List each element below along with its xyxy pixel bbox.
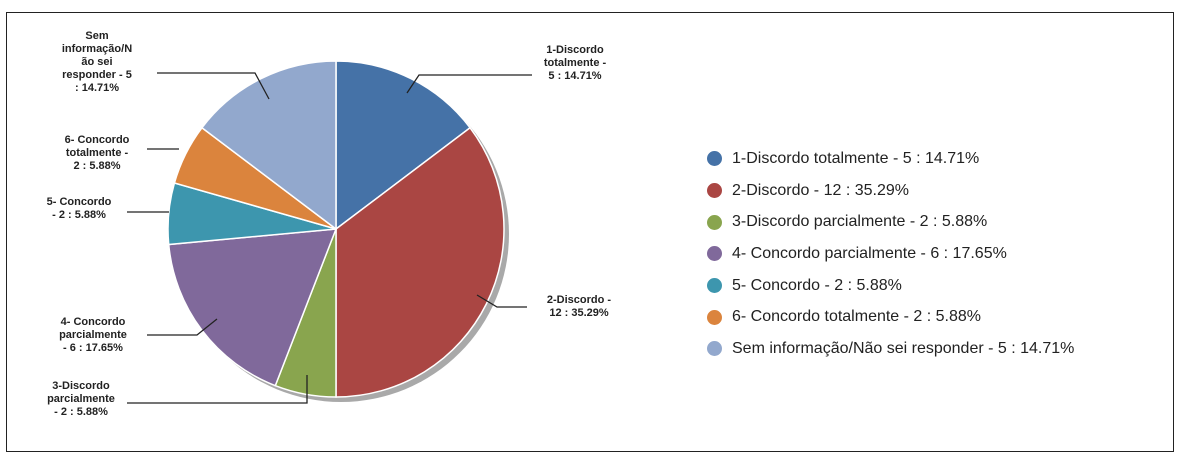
slice-connector-s4 xyxy=(147,318,218,336)
slice-connector-s2 xyxy=(476,294,527,308)
slice-connector-s1 xyxy=(406,74,532,94)
legend-swatch xyxy=(707,341,722,357)
slice-label-line: ão sei xyxy=(81,56,112,68)
slice-label-line: 3-Discordo xyxy=(52,380,110,392)
legend-label: 6- Concordo totalmente - 2 : 5.88% xyxy=(732,308,982,326)
legend-swatch xyxy=(707,309,722,325)
legend-item-s7: Sem informação/Não sei responder - 5 : 1… xyxy=(707,333,1074,365)
slice-label-s4: 4- Concordo parcialmente - 6 : 17.65% xyxy=(59,316,127,354)
slice-label-s2: 2-Discordo -12 : 35.29% xyxy=(547,294,612,319)
slice-label-line: 2-Discordo - xyxy=(547,294,612,306)
slice-label-line: 1-Discordo xyxy=(546,44,604,56)
slice-label-line: 12 : 35.29% xyxy=(549,307,609,319)
slice-label-line: 5 : 14.71% xyxy=(548,70,601,82)
slice-label-line: totalmente - xyxy=(66,147,129,159)
pie-chart: 1-Discordo totalmente -5 : 14.71%2-Discor… xyxy=(47,30,612,418)
legend-label: 3-Discordo parcialmente - 2 : 5.88% xyxy=(732,213,988,231)
slice-connector-s7 xyxy=(157,72,270,100)
slice-label-s6: 6- Concordo totalmente -2 : 5.88% xyxy=(65,134,130,172)
pie-slice-s1 xyxy=(335,60,472,231)
legend-swatch xyxy=(707,151,722,167)
slice-label-line: - 2 : 5.88% xyxy=(52,209,106,221)
slice-label-line: totalmente - xyxy=(544,57,607,69)
slice-label-line: 2 : 5.88% xyxy=(73,160,120,172)
slice-label-line: : 14.71% xyxy=(75,82,119,94)
legend-item-s4: 4- Concordo parcialmente - 6 : 17.65% xyxy=(707,238,1074,270)
legend-swatch xyxy=(707,278,722,294)
slice-label-line: 4- Concordo xyxy=(61,316,126,328)
pie-slice-s7 xyxy=(200,60,337,231)
slice-label-line: parcialmente xyxy=(47,393,115,405)
slice-label-line: 5- Concordo xyxy=(47,196,112,208)
legend-item-s2: 2-Discordo - 12 : 35.29% xyxy=(707,175,1074,207)
slice-label-line: parcialmente xyxy=(59,329,127,341)
slice-label-s7: Sem informação/N ão sei responder - 5: 14.7… xyxy=(62,30,132,94)
legend-item-s3: 3-Discordo parcialmente - 2 : 5.88% xyxy=(707,206,1074,238)
legend-item-s6: 6- Concordo totalmente - 2 : 5.88% xyxy=(707,301,1074,333)
slice-label-s1: 1-Discordo totalmente -5 : 14.71% xyxy=(544,44,607,82)
pie-slice-s2 xyxy=(335,126,505,398)
legend: 1-Discordo totalmente - 5 : 14.71% 2-Disc… xyxy=(707,143,1074,365)
legend-swatch xyxy=(707,214,722,230)
slice-label-line: - 2 : 5.88% xyxy=(54,406,108,418)
legend-label: 4- Concordo parcialmente - 6 : 17.65% xyxy=(732,244,1007,262)
legend-swatch xyxy=(707,246,722,262)
legend-item-s1: 1-Discordo totalmente - 5 : 14.71% xyxy=(707,143,1074,175)
legend-label: 5- Concordo - 2 : 5.88% xyxy=(732,276,902,294)
legend-label: Sem informação/Não sei responder - 5 : 1… xyxy=(732,339,1075,357)
slice-connector-s3 xyxy=(127,375,308,404)
legend-label: 2-Discordo - 12 : 35.29% xyxy=(732,181,909,199)
slice-label-line: Sem xyxy=(85,30,108,42)
slice-label-s5: 5- Concordo - 2 : 5.88% xyxy=(47,196,112,221)
slice-label-line: informação/N xyxy=(62,43,132,55)
legend-swatch xyxy=(707,183,722,199)
slice-label-line: responder - 5 xyxy=(62,69,132,81)
chart-frame: 1-Discordo totalmente -5 : 14.71% 2-Discor… xyxy=(6,12,1174,452)
slice-label-line: - 6 : 17.65% xyxy=(63,342,123,354)
legend-item-s5: 5- Concordo - 2 : 5.88% xyxy=(707,270,1074,302)
slice-label-line: 6- Concordo xyxy=(65,134,130,146)
legend-label: 1-Discordo totalmente - 5 : 14.71% xyxy=(732,149,980,167)
slice-label-s3: 3-Discordo parcialmente - 2 : 5.88% xyxy=(47,380,115,418)
